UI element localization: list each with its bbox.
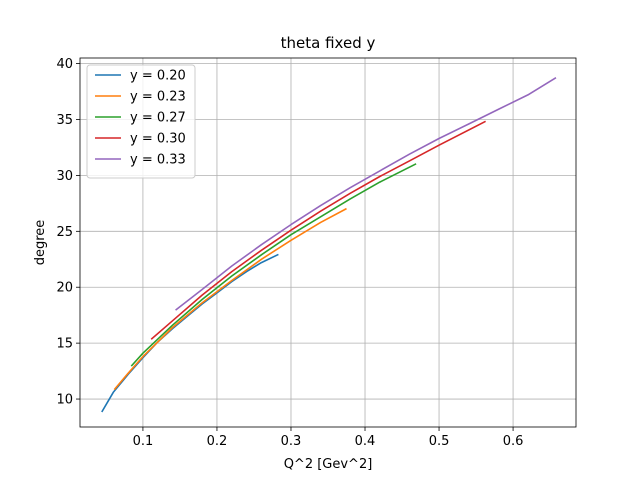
legend-label: y = 0.27 xyxy=(130,111,186,126)
legend: y = 0.20 y = 0.23 y = 0.27 y = 0.30 y = 0.33 xyxy=(86,64,196,179)
y-tick-label: 25 xyxy=(56,225,73,240)
x-tick-label: 0.1 xyxy=(133,434,154,449)
y-axis-label: degree xyxy=(33,220,48,266)
legend-label: y = 0.33 xyxy=(130,153,186,168)
grid xyxy=(80,58,576,427)
y-tick-label: 30 xyxy=(56,169,73,184)
ticks: 0.1 0.2 0.3 0.4 0.5 0.6 10 15 20 25 30 35 40 xyxy=(56,57,523,449)
y-tick-label: 35 xyxy=(56,113,73,128)
series-line xyxy=(175,76,557,311)
y-tick-label: 20 xyxy=(56,281,73,296)
chart-title: theta fixed y xyxy=(281,34,376,52)
series-layer xyxy=(101,76,557,413)
x-tick-label: 0.5 xyxy=(429,434,450,449)
x-tick-label: 0.2 xyxy=(207,434,228,449)
legend-label: y = 0.23 xyxy=(130,90,186,105)
y-tick-label: 40 xyxy=(56,57,73,72)
x-tick-label: 0.3 xyxy=(281,434,302,449)
series-line xyxy=(130,163,417,367)
legend-box xyxy=(86,64,196,179)
legend-label: y = 0.20 xyxy=(130,69,186,84)
series-line xyxy=(113,207,347,391)
plot-frame xyxy=(79,57,577,428)
x-axis-label: Q^2 [Gev^2] xyxy=(284,457,373,472)
series-line xyxy=(150,120,486,340)
y-tick-label: 15 xyxy=(56,337,73,352)
y-tick-label: 10 xyxy=(56,393,73,408)
x-tick-label: 0.4 xyxy=(355,434,376,449)
x-tick-label: 0.6 xyxy=(503,434,524,449)
legend-label: y = 0.30 xyxy=(130,132,186,147)
